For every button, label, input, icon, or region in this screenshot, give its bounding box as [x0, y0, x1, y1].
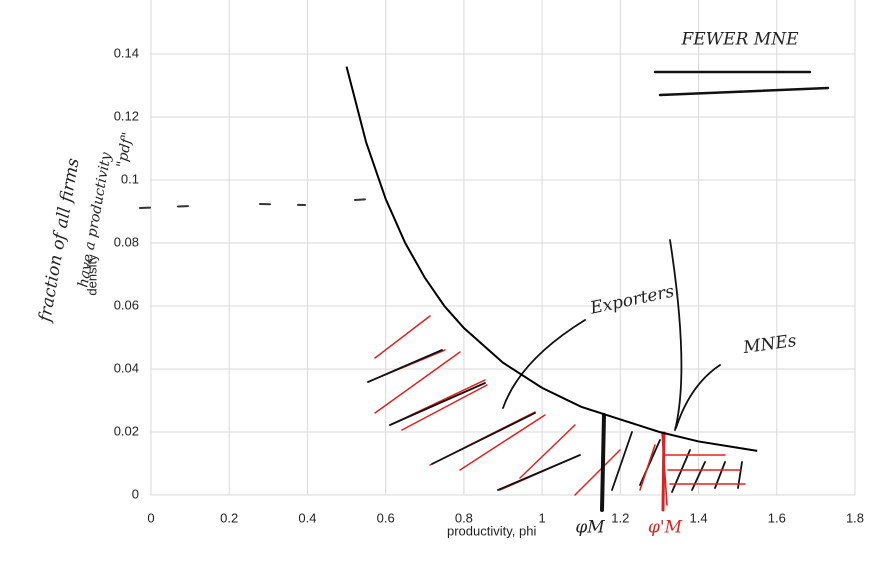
y-tick-label: 0.04	[114, 360, 139, 375]
x-tick-label: 1.2	[611, 510, 629, 525]
y-tick-label: 0.12	[114, 108, 139, 123]
hatching	[140, 72, 828, 510]
annotation: "pdf"	[114, 131, 136, 169]
chart: productivity, phi density FEWER MNE Expo…	[0, 0, 869, 561]
annotation: φM	[575, 518, 605, 538]
x-tick-label: 1.8	[846, 510, 864, 525]
x-tick-label: 0.6	[377, 510, 395, 525]
y-tick-label: 0	[132, 486, 139, 501]
x-tick-label: 1.6	[768, 510, 786, 525]
x-tick-label: 1.4	[690, 510, 708, 525]
x-tick-label: 1	[538, 510, 545, 525]
density-curve	[347, 67, 758, 451]
x-tick-label: 0	[147, 510, 154, 525]
x-tick-label: 0.2	[220, 510, 238, 525]
annotation: MNEs	[741, 331, 798, 358]
y-tick-label: 0.02	[114, 423, 139, 438]
y-tick-label: 0.1	[121, 171, 139, 186]
y-tick-label: 0.14	[114, 45, 139, 60]
y-tick-label: 0.08	[114, 234, 139, 249]
annotation: Exporters.	[588, 280, 682, 319]
grid	[151, 0, 855, 495]
x-axis-label: productivity, phi	[447, 523, 536, 538]
annotation: φ'M	[648, 518, 683, 538]
annotation: FEWER MNE	[681, 30, 800, 50]
x-tick-label: 0.4	[298, 510, 316, 525]
y-tick-label: 0.06	[114, 297, 139, 312]
annotation: fraction of all firms	[35, 156, 84, 325]
x-tick-label: 0.8	[455, 510, 473, 525]
